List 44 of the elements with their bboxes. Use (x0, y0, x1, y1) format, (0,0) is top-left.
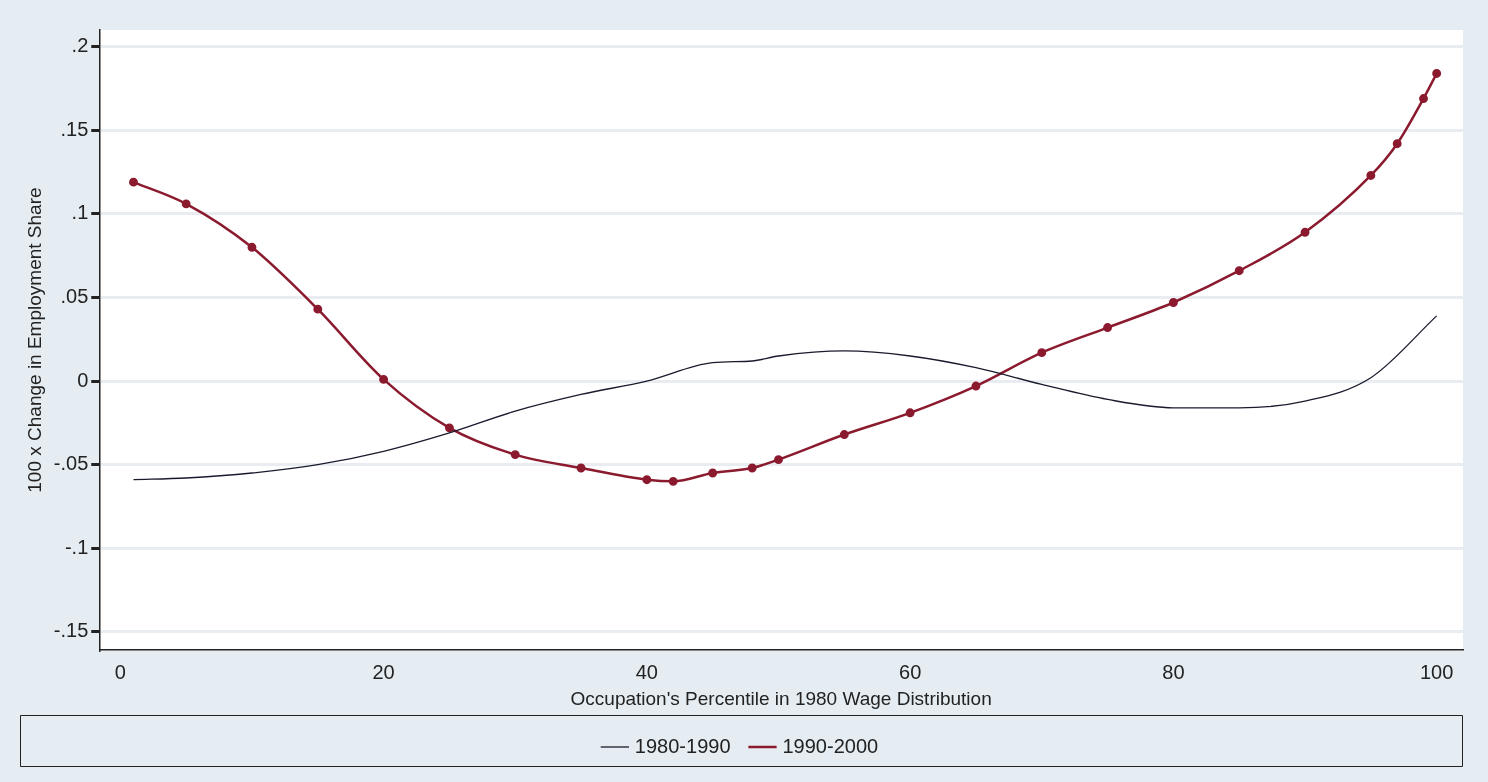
line-series (132, 315, 1438, 481)
point (1419, 94, 1428, 103)
y-tick-label: .05 (60, 284, 89, 307)
point (642, 475, 652, 485)
point (1392, 139, 1402, 149)
point (1300, 227, 1310, 237)
point (510, 450, 520, 460)
point (247, 242, 257, 252)
point (774, 455, 783, 465)
x-tick-label: 80 (1162, 660, 1185, 683)
y-tick-label: .15 (60, 117, 89, 140)
x-axis-title: Occupation's Percentile in 1980 Wage Distribution (570, 687, 992, 709)
point (708, 468, 718, 478)
point (1037, 348, 1047, 358)
point (839, 430, 849, 439)
point (576, 463, 586, 473)
x-tick-label: 20 (372, 660, 395, 683)
y-tick-label: .1 (71, 201, 89, 224)
point (444, 423, 454, 433)
point (747, 463, 757, 473)
point (1103, 323, 1113, 333)
point (1168, 298, 1178, 307)
point (181, 199, 191, 209)
point (1234, 266, 1244, 276)
y-tick-label: .2 (71, 34, 89, 57)
y-tick-label: 0 (77, 368, 89, 391)
x-tick-label: 0 (114, 660, 126, 683)
legend-label: 1980-1990 (634, 734, 731, 757)
x-tick-label: 100 (1419, 660, 1454, 683)
point (668, 476, 678, 486)
x-tick-label: 60 (899, 660, 922, 683)
y-axis-title: 100 x Change in Employment Share (23, 187, 45, 493)
y-tick-label: -.05 (53, 452, 89, 475)
point (971, 381, 981, 391)
point (129, 177, 138, 187)
point (1366, 170, 1376, 180)
y-tick-label: -.1 (64, 535, 89, 558)
y-tick-label: -.15 (53, 619, 89, 642)
point (379, 374, 389, 384)
legend-label: 1990-2000 (782, 734, 879, 757)
x-tick-label: 40 (635, 660, 658, 683)
point (313, 304, 323, 314)
point (1432, 69, 1442, 78)
point (905, 408, 915, 418)
